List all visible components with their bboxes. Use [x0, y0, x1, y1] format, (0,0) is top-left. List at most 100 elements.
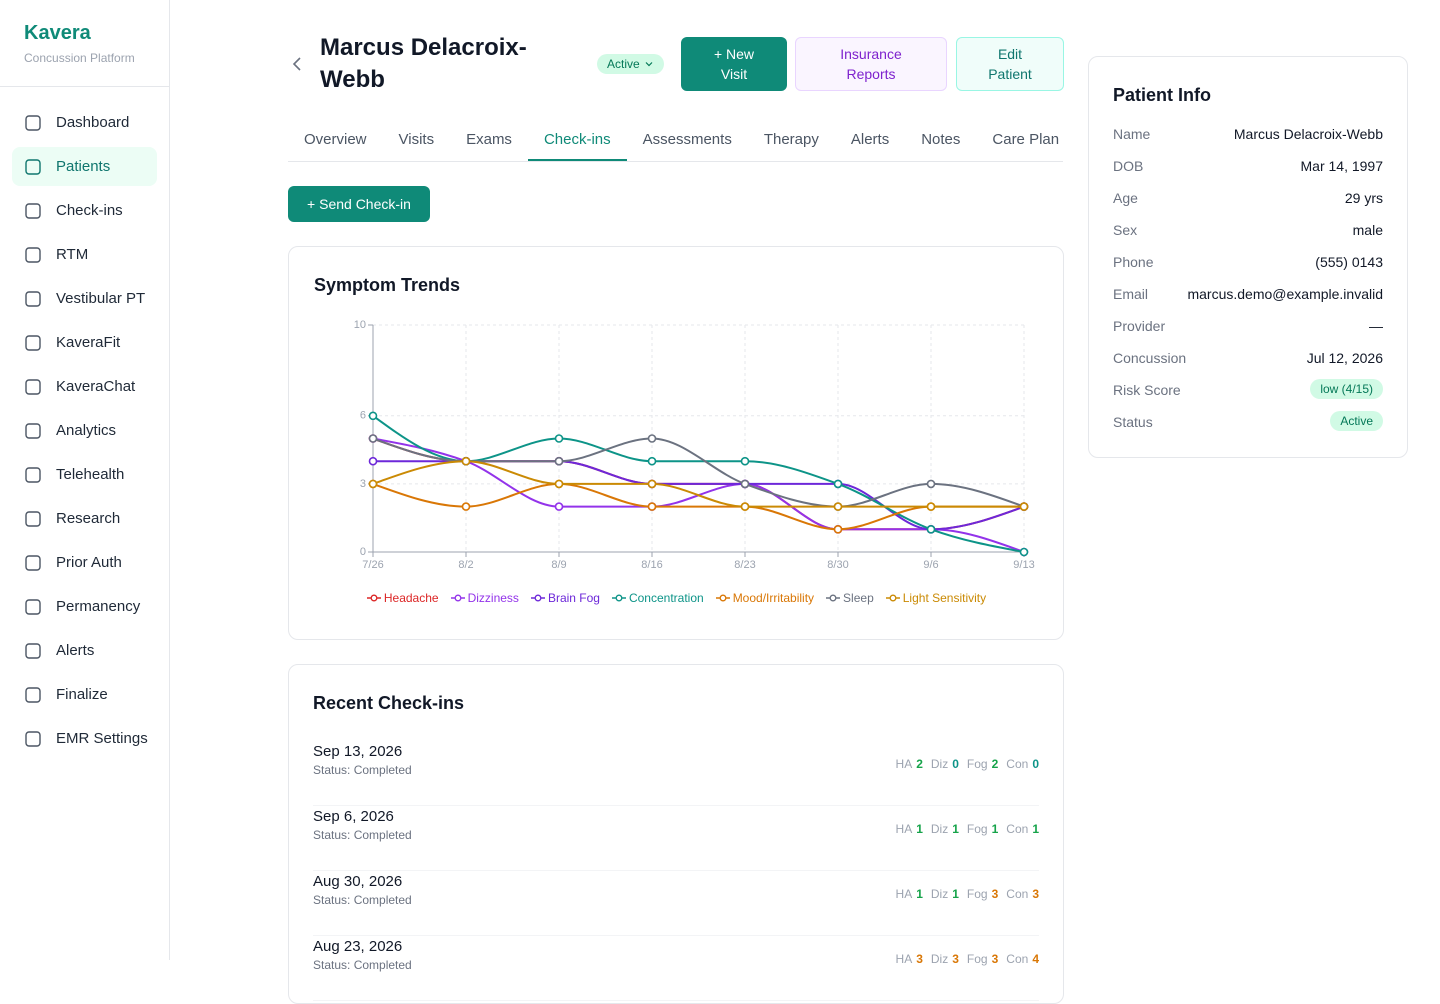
- icon-shape: [25, 158, 41, 175]
- icon-shape: [25, 730, 41, 747]
- score-label: Diz: [930, 887, 949, 901]
- score: Con 1: [1006, 822, 1039, 836]
- legend-label: Mood/Irritability: [732, 591, 815, 605]
- nav-label: KaveraFit: [56, 334, 121, 351]
- data-point: [833, 502, 843, 511]
- scores: HA 3 Diz 3 Fog 3 Con 4: [896, 952, 1039, 966]
- score: Con 0: [1006, 757, 1039, 771]
- score: Diz 0: [931, 757, 959, 771]
- nav-item[interactable]: EMR Settings: [12, 719, 157, 758]
- score-value: 3: [1032, 887, 1039, 901]
- data-point: [647, 434, 657, 443]
- status-badge[interactable]: Active: [597, 54, 664, 74]
- score-value: 0: [952, 757, 959, 771]
- score: HA 2: [896, 757, 923, 771]
- tab[interactable]: Check-ins: [527, 118, 627, 161]
- legend-marker: [530, 594, 545, 602]
- y-tick-label: 10: [354, 319, 366, 331]
- nav-label: Check-ins: [56, 202, 123, 219]
- data-point: [647, 502, 657, 511]
- data-point: [647, 479, 657, 489]
- score-label: Fog: [966, 887, 988, 901]
- tab[interactable]: Assessments: [642, 131, 732, 148]
- nav-label: Permanency: [56, 598, 141, 615]
- tab[interactable]: Alerts: [850, 131, 890, 148]
- checkin-status: Status: Completed: [313, 893, 412, 907]
- score: Con 3: [1006, 887, 1039, 901]
- info-label: DOB: [1113, 158, 1144, 174]
- info-value: 29 yrs: [1344, 190, 1383, 206]
- nav-item[interactable]: Telehealth: [12, 455, 157, 494]
- data-point: [1019, 547, 1029, 557]
- score-value: 1: [1032, 822, 1039, 836]
- tagline: Concussion Platform: [24, 51, 135, 65]
- nav-item[interactable]: Patients: [12, 147, 157, 186]
- score-value: 1: [916, 822, 923, 836]
- series-line: [372, 437, 1025, 508]
- tab[interactable]: Care Plan: [992, 131, 1060, 148]
- page: Kavera Concussion Platform Dashboard Pati…: [0, 0, 1408, 1004]
- icon-shape: [25, 114, 41, 131]
- info-value: (555) 0143: [1315, 254, 1383, 270]
- icon-shape: [25, 466, 41, 483]
- score-value: 1: [991, 822, 999, 836]
- info-row: Provider —: [1113, 318, 1383, 334]
- score-value: 0: [1032, 757, 1039, 771]
- nav-icon: [25, 730, 41, 747]
- back-button[interactable]: [289, 56, 305, 72]
- tab[interactable]: Exams: [466, 131, 512, 148]
- edit-button[interactable]: Edit Patient: [956, 37, 1064, 91]
- legend-dot: [829, 594, 837, 602]
- nav-icon: [25, 246, 41, 263]
- nav-item[interactable]: Analytics: [12, 411, 157, 450]
- info-row: Risk Score low (4/15): [1113, 379, 1383, 399]
- tab[interactable]: Notes: [921, 131, 961, 148]
- checkin-row[interactable]: Sep 13, 2026 Status: Completed HA 2 Diz 0 Fog 2…: [313, 741, 1039, 806]
- info-row: Sex male: [1113, 222, 1383, 238]
- nav-item[interactable]: KaveraFit: [12, 323, 157, 362]
- nav-item[interactable]: KaveraChat: [12, 367, 157, 406]
- nav-item[interactable]: Research: [12, 499, 157, 538]
- checkin-row[interactable]: Sep 6, 2026 Status: Completed HA 1 Diz 1 Fog 1 C…: [313, 806, 1039, 871]
- nav-item[interactable]: Check-ins: [12, 191, 157, 230]
- nav-item[interactable]: Finalize: [12, 675, 157, 714]
- x-tick-label: 8/23: [734, 559, 755, 571]
- x-tick-label: 8/16: [641, 559, 662, 571]
- legend: Headache Dizziness Brain Fog Concentration M…: [289, 591, 1064, 605]
- info-row: Name Marcus Delacroix-Webb: [1113, 126, 1383, 142]
- info-badge: Active: [1330, 411, 1383, 431]
- score: Diz 1: [931, 822, 959, 836]
- data-point: [740, 479, 750, 489]
- tab[interactable]: Therapy: [763, 131, 819, 148]
- tab[interactable]: Overview: [304, 131, 367, 148]
- icon-shape: [25, 290, 41, 307]
- nav-icon: [25, 510, 41, 527]
- nav-item[interactable]: RTM: [12, 235, 157, 274]
- info-value: Mar 14, 1997: [1300, 158, 1384, 174]
- score-value: 2: [991, 757, 999, 771]
- insurance-button[interactable]: Insurance Reports: [795, 37, 947, 91]
- score: Fog 3: [967, 887, 998, 901]
- data-point: [740, 502, 750, 511]
- chart-title: Symptom Trends: [314, 275, 460, 295]
- score-label: Diz: [930, 757, 949, 771]
- info-label: Phone: [1113, 254, 1154, 270]
- data-point: [926, 524, 936, 534]
- checkin-status: Status: Completed: [313, 828, 412, 842]
- data-point: [554, 502, 564, 511]
- checkin-date: Sep 6, 2026: [313, 808, 394, 825]
- nav-item[interactable]: Dashboard: [12, 103, 157, 142]
- score-label: Con: [1006, 757, 1029, 771]
- nav-item[interactable]: Alerts: [12, 631, 157, 670]
- new-visit-button[interactable]: + New Visit: [681, 37, 787, 91]
- nav-item[interactable]: Vestibular PT: [12, 279, 157, 318]
- send-checkin-button[interactable]: + Send Check-in: [288, 186, 430, 222]
- tab[interactable]: Visits: [398, 131, 435, 148]
- nav-label: Prior Auth: [56, 554, 122, 571]
- nav-item[interactable]: Permanency: [12, 587, 157, 626]
- icon-shape: [25, 202, 41, 219]
- nav-item[interactable]: Prior Auth: [12, 543, 157, 582]
- chart-card: Symptom Trends 0 3 6 10 7/26 8/2 8/9 8/16 8/23 8/…: [288, 246, 1064, 640]
- checkin-row[interactable]: Aug 30, 2026 Status: Completed HA 1 Diz 1 Fog 3…: [313, 871, 1039, 936]
- checkin-row[interactable]: Aug 23, 2026 Status: Completed HA 3 Diz 3 Fog 3…: [313, 936, 1039, 1001]
